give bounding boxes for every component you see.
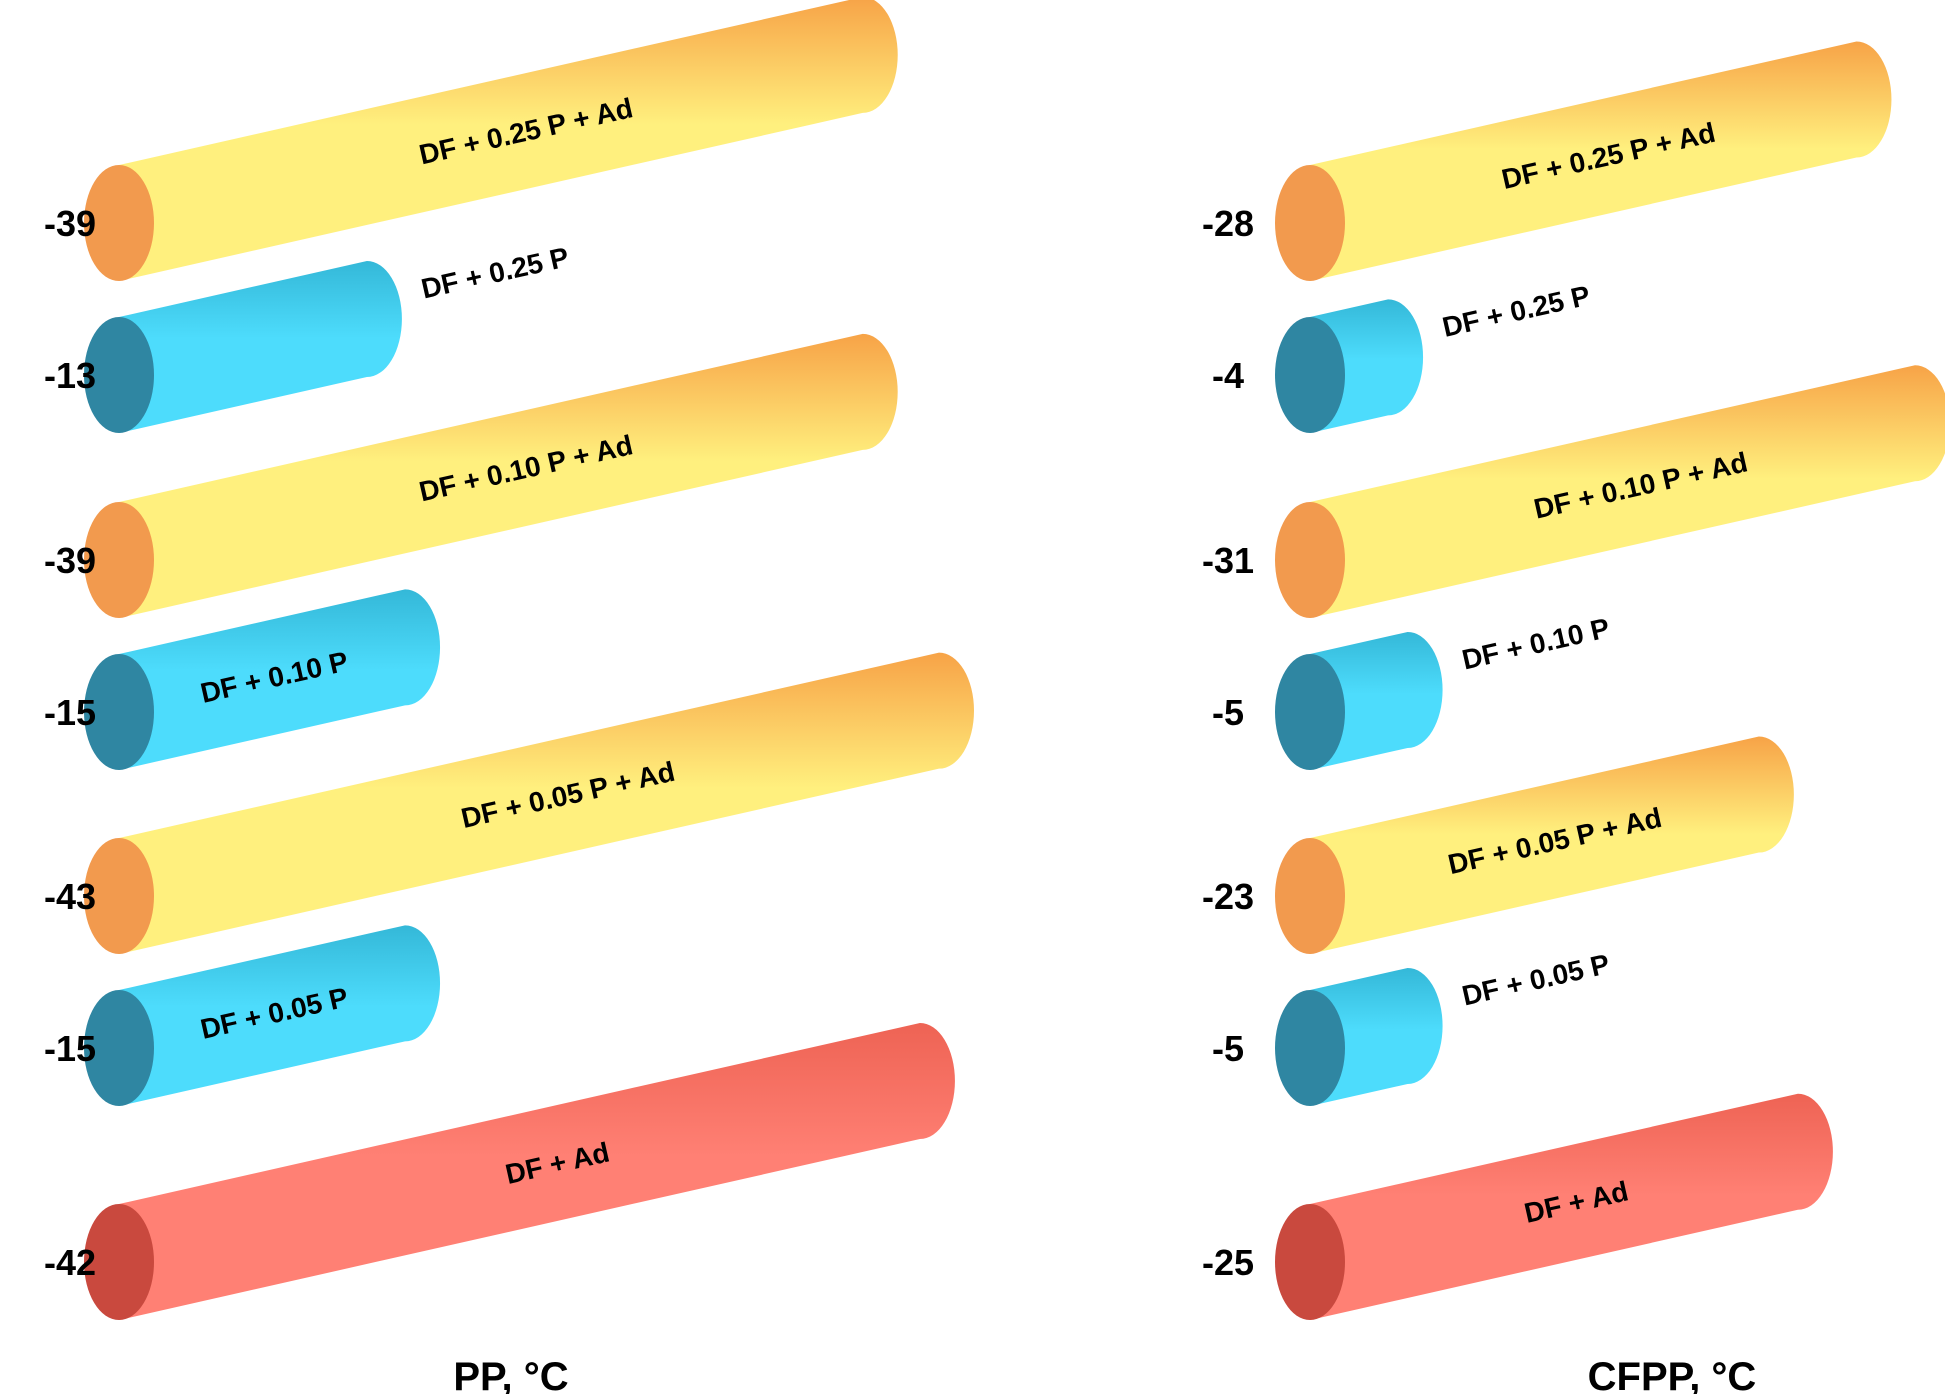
bar-6 xyxy=(1310,1093,1833,1320)
bar-end-4 xyxy=(1275,838,1345,954)
value-label-6: -25 xyxy=(1202,1242,1254,1283)
bar-end-3 xyxy=(1275,654,1345,770)
bar-6 xyxy=(119,1022,955,1320)
category-label-1: DF + 0.25 P xyxy=(418,241,571,304)
bar-end-4 xyxy=(84,838,154,954)
value-label-0: -39 xyxy=(44,203,96,244)
bar-end-1 xyxy=(1275,317,1345,433)
bar-2 xyxy=(119,333,898,618)
cfpp-axis-label: CFPP, °C xyxy=(1588,1355,1757,1394)
bar-5 xyxy=(1310,967,1443,1106)
bar-1 xyxy=(119,260,402,433)
bar-3 xyxy=(119,589,441,770)
value-label-2: -31 xyxy=(1202,540,1254,581)
bar-5 xyxy=(119,925,441,1106)
category-label-1: DF + 0.25 P xyxy=(1440,280,1593,343)
value-label-2: -39 xyxy=(44,540,96,581)
bar-end-6 xyxy=(84,1204,154,1320)
bar-end-5 xyxy=(1275,990,1345,1106)
bar-end-3 xyxy=(84,654,154,770)
value-label-1: -4 xyxy=(1212,355,1244,396)
pp-axis-label: PP, °C xyxy=(453,1355,568,1394)
category-label-3: DF + 0.10 P xyxy=(1459,612,1612,675)
bar-end-5 xyxy=(84,990,154,1106)
value-label-0: -28 xyxy=(1202,203,1254,244)
value-label-4: -43 xyxy=(44,876,96,917)
value-label-5: -5 xyxy=(1212,1028,1244,1069)
bar-end-0 xyxy=(1275,165,1345,281)
bar-0 xyxy=(119,0,898,281)
bar-end-0 xyxy=(84,165,154,281)
bar-0 xyxy=(1310,41,1892,281)
bar-end-6 xyxy=(1275,1204,1345,1320)
bar-4 xyxy=(119,652,974,954)
value-label-3: -5 xyxy=(1212,692,1244,733)
category-label-5: DF + 0.05 P xyxy=(1459,948,1612,1011)
value-label-4: -23 xyxy=(1202,876,1254,917)
bar-end-1 xyxy=(84,317,154,433)
bar-2 xyxy=(1310,365,1945,618)
value-label-3: -15 xyxy=(44,692,96,733)
bar-3 xyxy=(1310,631,1443,770)
bar-end-2 xyxy=(1275,502,1345,618)
value-label-6: -42 xyxy=(44,1242,96,1283)
bar-end-2 xyxy=(84,502,154,618)
bar-4 xyxy=(1310,736,1794,954)
value-label-5: -15 xyxy=(44,1028,96,1069)
value-label-1: -13 xyxy=(44,355,96,396)
